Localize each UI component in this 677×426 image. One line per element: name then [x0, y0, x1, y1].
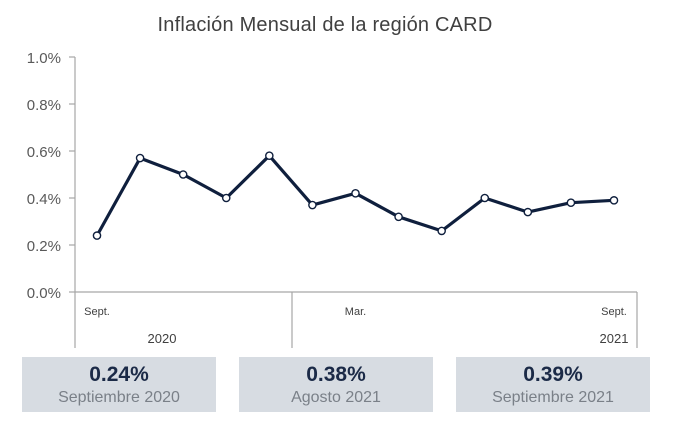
x-group-label: 2020	[148, 331, 177, 346]
x-tick-label: Sept.	[601, 306, 627, 318]
data-point	[221, 193, 231, 203]
summary-card-value: 0.38%	[306, 363, 366, 386]
data-point	[394, 212, 403, 222]
data-point	[265, 151, 274, 160]
y-tick-label: 1.0%	[27, 50, 61, 67]
line-chart: 1.0% 0.8% 0.6% 0.4% 0.2% 0.0% Sept. Mar. Sept. 20…	[27, 50, 638, 348]
data-point	[351, 188, 360, 198]
data-point	[480, 193, 490, 203]
y-tick-label: 0.6%	[27, 144, 61, 161]
summary-card-label: Septiembre 2021	[492, 389, 614, 406]
summary-card-value: 0.39%	[523, 363, 583, 386]
x-group-label: 2021	[600, 331, 629, 346]
summary-card-sept-2021: 0.39% Septiembre 2021	[456, 357, 650, 412]
data-point	[308, 200, 317, 210]
data-point	[135, 153, 145, 163]
summary-card-aug-2021: 0.38% Agosto 2021	[239, 357, 433, 412]
y-tick-label: 0.2%	[27, 238, 61, 255]
data-point	[523, 207, 533, 217]
data-point	[437, 226, 446, 236]
x-tick-label: Mar.	[345, 306, 366, 318]
y-tick-label: 0.8%	[27, 97, 61, 114]
data-point	[609, 196, 619, 205]
x-tick-label: Sept.	[84, 306, 110, 318]
data-point	[566, 198, 576, 207]
data-point	[92, 231, 102, 240]
summary-card-sept-2020: 0.24% Septiembre 2020	[22, 357, 216, 412]
summary-card-value: 0.24%	[89, 363, 149, 386]
y-tick-label: 0.0%	[27, 285, 61, 302]
chart-title: Inflación Mensual de la región CARD	[157, 14, 493, 36]
summary-card-label: Septiembre 2020	[58, 389, 180, 406]
y-tick-label: 0.4%	[27, 191, 61, 208]
summary-card-label: Agosto 2021	[291, 389, 381, 406]
data-point	[178, 170, 188, 179]
